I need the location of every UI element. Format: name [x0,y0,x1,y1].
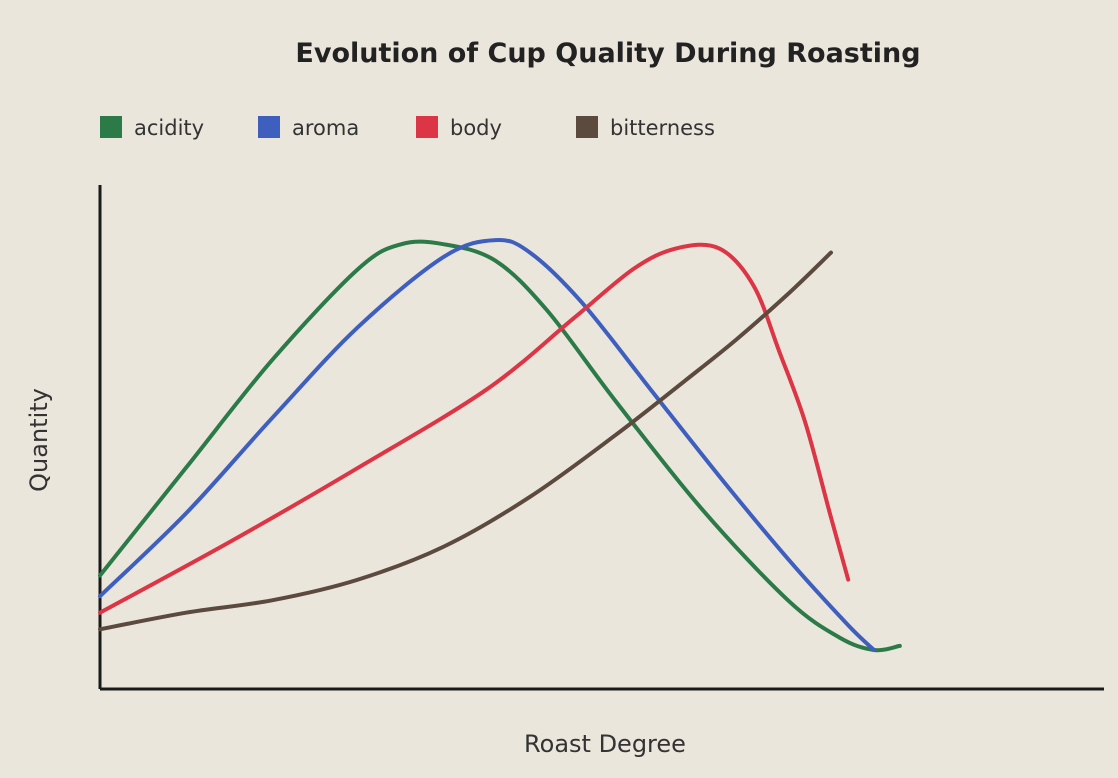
legend-label-acidity: acidity [134,116,204,140]
legend-label-aroma: aroma [292,116,359,140]
legend-item-aroma: aroma [258,116,359,140]
y-axis-label: Quantity [25,388,53,492]
legend-item-bitterness: bitterness [576,116,715,140]
series-line-aroma [98,238,876,652]
series-line-acidity [98,239,902,653]
chart-title: Evolution of Cup Quality During Roasting [295,38,920,69]
legend-label-body: body [450,116,502,140]
series-group [98,238,902,653]
legend-item-acidity: acidity [100,116,204,140]
legend-swatch-aroma [258,116,280,138]
series-line-bitterness [98,250,833,632]
legend-item-body: body [416,116,502,140]
legend-swatch-acidity [100,116,122,138]
legend-label-bitterness: bitterness [610,116,715,140]
legend-swatch-body [416,116,438,138]
legend: acidity aroma body bitterness [100,116,715,140]
series-line-body [98,242,851,615]
legend-swatch-bitterness [576,116,598,138]
x-axis-label: Roast Degree [524,730,686,758]
